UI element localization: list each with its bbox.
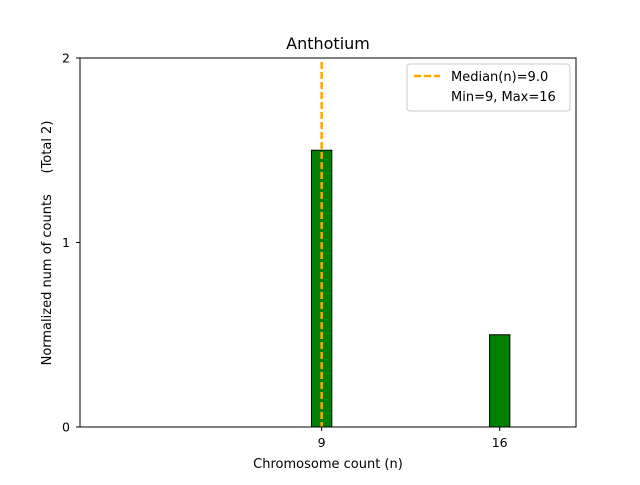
x-axis-label: Chromosome count (n) (253, 457, 403, 472)
legend-range-label: Min=9, Max=16 (451, 90, 556, 105)
y-tick-label-0: 0 (62, 420, 70, 435)
y-axis-ticks: 0 1 2 (62, 51, 80, 435)
legend: Median(n)=9.0 Min=9, Max=16 (406, 63, 571, 112)
chart-title: Anthotium (286, 34, 370, 53)
legend-box (406, 63, 571, 112)
y-tick-label-1: 1 (62, 235, 70, 250)
y-axis-label: Normalized num of counts (Total 2) (40, 121, 55, 366)
bar-n-16 (489, 334, 511, 428)
x-tick-label-9: 9 (318, 435, 326, 450)
bars-layer (310, 149, 511, 428)
legend-median-label: Median(n)=9.0 (451, 70, 548, 85)
x-tick-label-16: 16 (492, 435, 508, 450)
y-tick-label-2: 2 (62, 51, 70, 66)
x-axis-ticks: 9 16 (318, 427, 508, 450)
